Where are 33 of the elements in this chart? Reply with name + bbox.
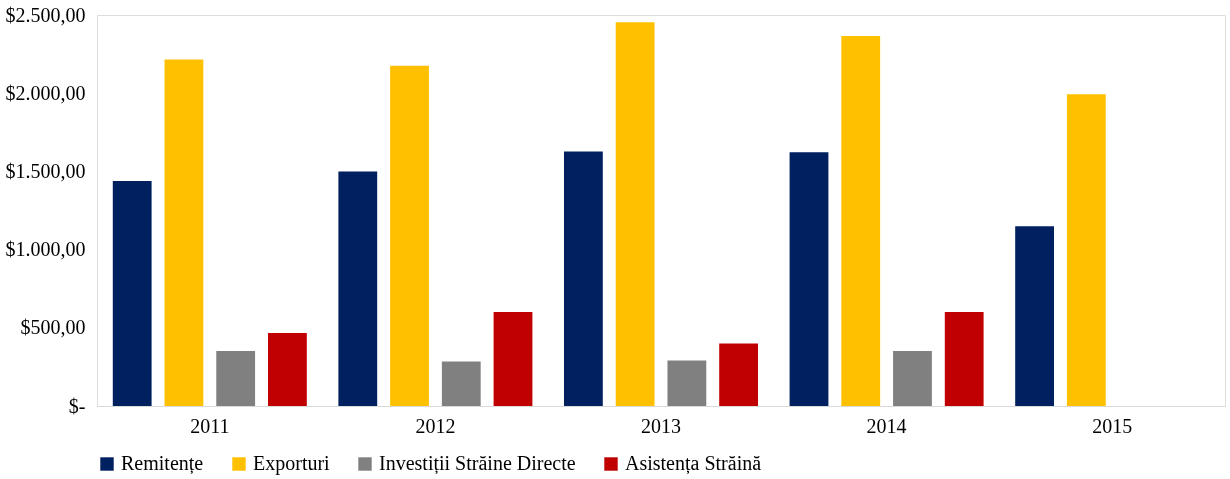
x-tick-label: 2015 xyxy=(1092,414,1133,437)
y-tick-label: $2.000,00 xyxy=(5,81,86,104)
y-tick-label: $1.000,00 xyxy=(5,238,86,261)
legend-label: Remitențe xyxy=(121,452,204,475)
y-tick-label: $- xyxy=(68,394,86,417)
bar xyxy=(1066,94,1106,406)
bar xyxy=(441,361,481,406)
bar xyxy=(789,152,829,406)
bar xyxy=(944,312,984,406)
bar xyxy=(563,151,603,406)
bar xyxy=(216,351,256,406)
bar xyxy=(841,36,881,406)
y-tick-label: $1.500,00 xyxy=(5,159,86,182)
bar xyxy=(164,59,204,406)
bar xyxy=(390,65,429,406)
bar xyxy=(667,360,707,406)
bar xyxy=(719,343,759,406)
bar xyxy=(615,22,655,406)
x-tick-label: 2013 xyxy=(641,414,681,437)
bar xyxy=(893,351,932,406)
y-tick-label: $2.500,00 xyxy=(5,3,86,26)
bar xyxy=(338,171,378,406)
x-tick-label: 2014 xyxy=(866,414,907,437)
bar xyxy=(268,333,307,406)
legend-label: Asistența Străină xyxy=(625,452,762,475)
y-tick-label: $500,00 xyxy=(20,316,86,339)
x-tick-label: 2012 xyxy=(415,414,456,437)
legend-label: Investiții Străine Directe xyxy=(379,452,576,475)
x-tick-label: 2011 xyxy=(190,414,230,437)
legend-label: Exporturi xyxy=(253,452,331,475)
bar xyxy=(112,180,152,406)
bar xyxy=(1015,226,1054,406)
bar xyxy=(493,312,533,406)
